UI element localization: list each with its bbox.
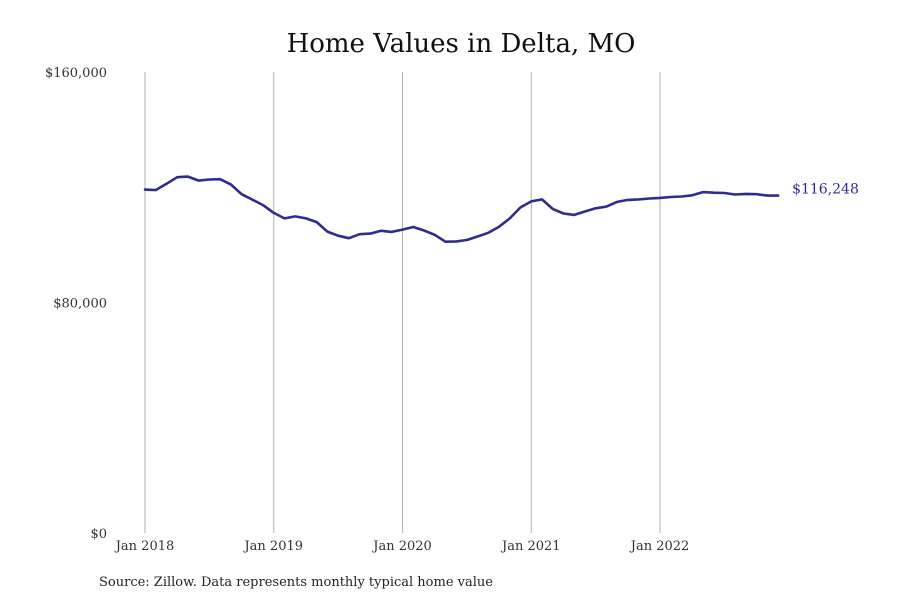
end-value-label: $116,248 <box>792 182 859 198</box>
chart-title: Home Values in Delta, MO <box>287 29 636 59</box>
x-tick-label-4: Jan 2022 <box>629 539 690 554</box>
home-value-series-line <box>143 175 780 243</box>
x-axis-ticks: Jan 2018 Jan 2019 Jan 2020 Jan 2021 Jan 2022 <box>114 539 690 554</box>
source-note: Source: Zillow. Data represents monthly … <box>99 575 493 590</box>
gridlines <box>144 72 661 533</box>
y-tick-label-0: $0 <box>90 527 107 542</box>
y-tick-label-2: $160,000 <box>45 66 107 81</box>
y-tick-label-1: $80,000 <box>53 297 107 312</box>
x-tick-label-2: Jan 2020 <box>371 539 432 554</box>
x-tick-label-1: Jan 2019 <box>242 539 303 554</box>
y-axis-ticks: $0 $80,000 $160,000 <box>45 66 107 542</box>
x-tick-label-0: Jan 2018 <box>114 539 175 554</box>
x-tick-label-3: Jan 2021 <box>500 539 561 554</box>
